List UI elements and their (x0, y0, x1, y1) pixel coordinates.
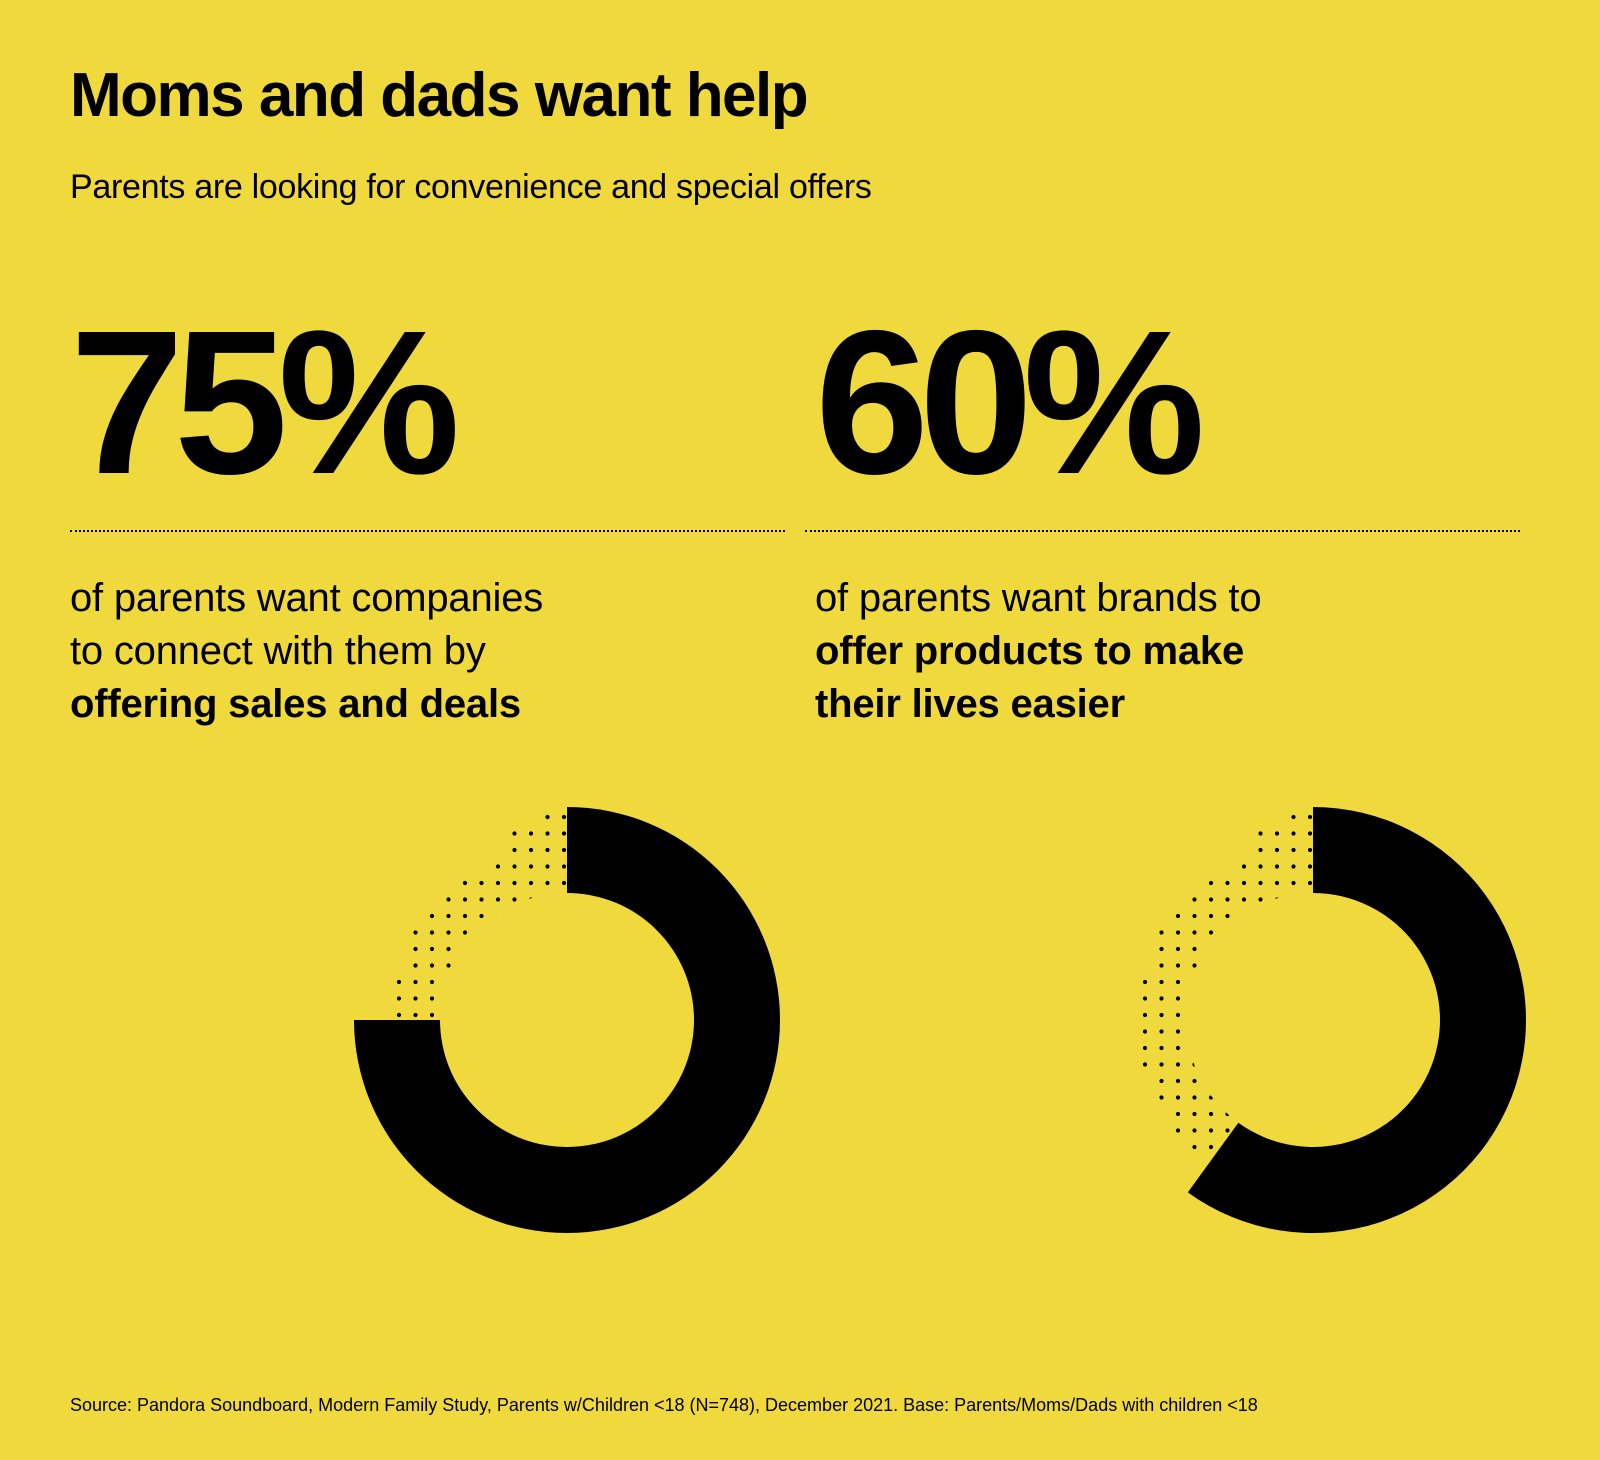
desc-line: of parents want brands to (815, 576, 1262, 620)
desc-line-emphasis: their lives easier (815, 682, 1125, 726)
desc-line-emphasis: offer products to make (815, 629, 1244, 673)
source-footnote: Source: Pandora Soundboard, Modern Famil… (70, 1395, 1258, 1415)
desc-line-emphasis: offering sales and deals (70, 682, 521, 726)
page-subtitle: Parents are looking for convenience and … (70, 168, 872, 206)
donut-chart-60 (1142, 807, 1526, 1233)
stat-value: 60% (815, 288, 1205, 517)
filled-arc-segment (1187, 807, 1526, 1233)
stat-value: 75% (70, 288, 460, 517)
stat-description: of parents want brands to offer products… (815, 572, 1530, 731)
stat-description: of parents want companies to connect wit… (70, 572, 785, 731)
dotted-divider (70, 530, 785, 532)
page-title: Moms and dads want help (70, 61, 809, 130)
filled-arc-segment (354, 807, 780, 1233)
donut-chart-75 (354, 807, 780, 1233)
desc-line: to connect with them by (70, 629, 486, 673)
dotted-divider (805, 530, 1520, 532)
desc-line: of parents want companies (70, 576, 544, 620)
